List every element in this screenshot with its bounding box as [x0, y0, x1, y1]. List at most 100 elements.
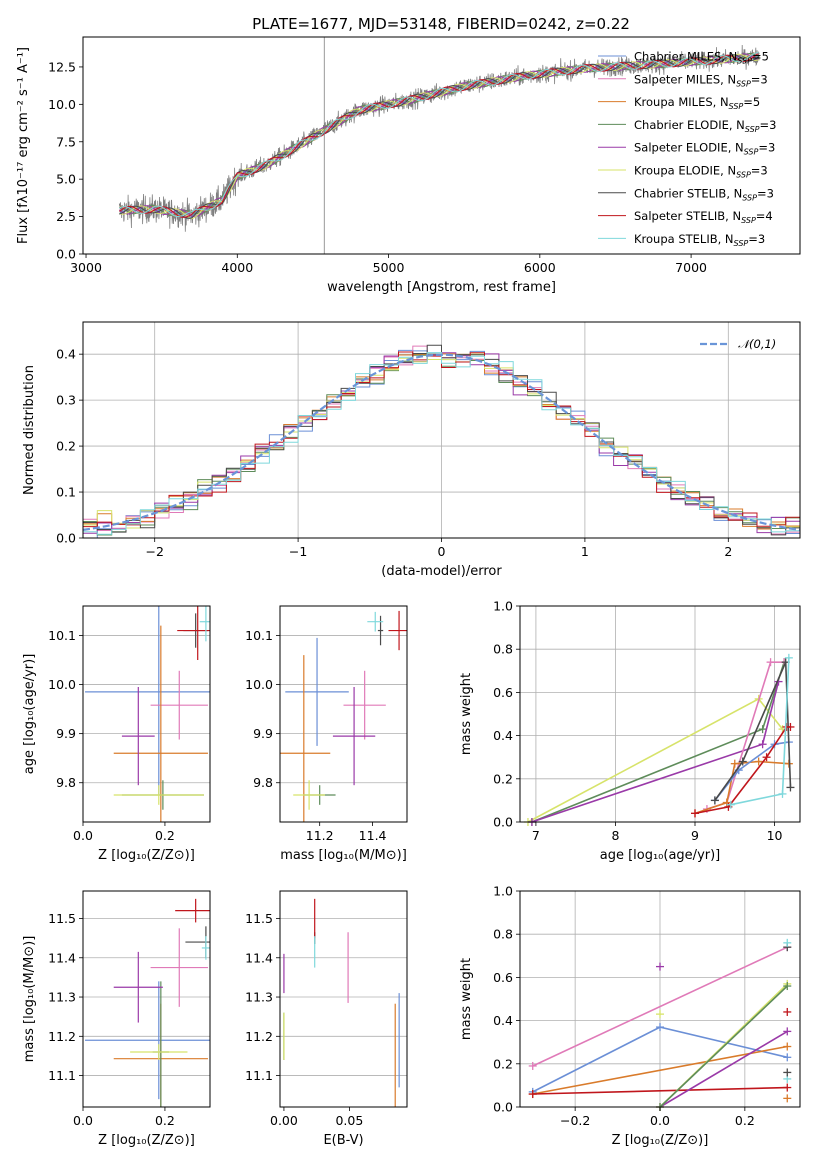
series-line: [714, 661, 792, 801]
x-axis-label: Z [log₁₀(Z/Z⊙)]: [98, 848, 195, 863]
y-tick-label: 11.2: [48, 1029, 76, 1044]
y-tick-label: 10.0: [48, 677, 76, 692]
series-line: [659, 1030, 788, 1108]
x-axis-label: wavelength [Angstrom, rest frame]: [327, 280, 556, 295]
y-tick-label: 10.1: [245, 628, 273, 643]
y-tick-label: 10.0: [48, 97, 76, 112]
y-tick-label: 0.2: [493, 771, 513, 786]
y-axis-label: Flux [fλ10⁻¹⁷ erg cm⁻² s⁻¹ A⁻¹]: [16, 47, 31, 244]
x-axis-label: age [log₁₀(age/yr)]: [600, 848, 721, 863]
x-tick-label: 4000: [221, 260, 253, 275]
age-vs-metallicity-panel: 0.0 0.2 9.8 9.9 10.0 10.1 Z [log₁₀(Z/Z⊙)] age […: [22, 605, 211, 863]
legend: 𝒩(0,1): [700, 337, 776, 351]
x-tick-label: 11.2: [306, 828, 334, 843]
y-tick-label: 0.6: [493, 685, 513, 700]
error-bars: [283, 898, 400, 1107]
y-axis-label: mass weight: [459, 958, 474, 1040]
y-tick-label: 0.0: [493, 815, 513, 830]
model-spectrum-line: [119, 52, 760, 218]
x-tick-label: 0.00: [270, 1113, 298, 1128]
x-tick-label: 0.0: [650, 1113, 670, 1128]
y-tick-label: 11.3: [48, 990, 76, 1005]
x-tick-label: 0.05: [335, 1113, 363, 1128]
series-line: [532, 1086, 788, 1095]
x-tick-label: 6000: [524, 260, 556, 275]
y-tick-label: 10.1: [48, 628, 76, 643]
x-tick-label: 5000: [373, 260, 405, 275]
x-tick-label: 0.0: [73, 828, 93, 843]
mass-vs-ebv-panel: 0.00 0.05 11.1 11.2 11.3 11.4 11.5 E(B-V): [245, 890, 408, 1148]
y-tick-label: 1.0: [493, 599, 513, 614]
legend-label: Kroupa ELODIE, NSSP=3: [634, 164, 768, 180]
y-tick-label: 0.2: [56, 439, 76, 454]
x-tick-label: 11.4: [359, 828, 387, 843]
x-tick-label: 0.0: [73, 1113, 93, 1128]
y-tick-label: 0.3: [56, 393, 76, 408]
y-tick-label: 0.0: [56, 247, 76, 262]
x-axis-label: mass [log₁₀(M/M⊙)]: [280, 848, 407, 863]
grid-lines: [83, 635, 210, 784]
x-tick-label: 9: [691, 828, 699, 843]
age-vs-mass-panel: 11.2 11.4 9.8 9.9 10.0 10.1 mass [log₁₀(M/M⊙)]: [245, 605, 408, 863]
y-tick-label: 0.4: [56, 347, 76, 362]
legend-label: Chabrier ELODIE, NSSP=3: [634, 118, 776, 134]
plot-frame: [279, 890, 408, 1108]
y-tick-label: 5.0: [56, 172, 76, 187]
grid-lines: [280, 635, 407, 784]
y-tick-label: 1.0: [493, 884, 513, 899]
error-bars: [85, 898, 210, 1107]
x-axis-label: Z [log₁₀(Z/Z⊙)]: [612, 1133, 709, 1148]
plot-frame: [82, 36, 801, 255]
weight-vs-age-panel: 7 8 9 10 0.0 0.2 0.4 0.6 0.8 1.0 age [log₁₀(age/yr…: [459, 599, 801, 863]
spectrum-panel: 3000 4000 5000 6000 7000 0.0 2.5 5.0 7.5 10.0 12.5…: [16, 36, 801, 295]
series-line: [659, 985, 788, 1108]
x-tick-label: −2: [145, 544, 163, 559]
weight-vs-metallicity-panel: −0.2 0.0 0.2 0.0 0.2 0.4 0.6 0.8 1.0 Z [log₁₀(Z/Z…: [459, 884, 801, 1148]
y-tick-label: 10.0: [245, 677, 273, 692]
legend-label: Salpeter ELODIE, NSSP=3: [634, 141, 775, 157]
legend-label: Salpeter MILES, NSSP=3: [634, 72, 768, 88]
series-line: [532, 946, 788, 1067]
histograms: [83, 344, 800, 538]
y-axis-label: mass weight: [459, 673, 474, 755]
legend-label: Kroupa STELIB, NSSP=3: [634, 232, 765, 248]
x-axis-label: Z [log₁₀(Z/Z⊙)]: [98, 1133, 195, 1148]
x-tick-label: 0.2: [155, 828, 175, 843]
x-axis-label: (data-model)/error: [381, 564, 502, 579]
x-tick-label: 7: [532, 828, 540, 843]
model-spectrum-line: [119, 52, 760, 218]
y-tick-label: 11.2: [245, 1029, 273, 1044]
x-tick-label: 0: [438, 544, 446, 559]
legend-label: 𝒩(0,1): [738, 337, 776, 351]
y-axis-label: Normed distribution: [22, 365, 37, 495]
y-tick-label: 0.0: [56, 531, 76, 546]
y-tick-label: 11.1: [48, 1068, 76, 1083]
legend-label: Chabrier STELIB, NSSP=3: [634, 186, 774, 202]
y-axis-label: age [log₁₀(age/yr)]: [22, 654, 37, 775]
y-tick-label: 9.9: [253, 726, 273, 741]
histogram-step: [83, 352, 800, 535]
x-tick-label: −1: [289, 544, 307, 559]
x-axis-label: E(B-V): [323, 1133, 363, 1148]
y-tick-label: 11.3: [245, 990, 273, 1005]
y-tick-label: 0.8: [493, 927, 513, 942]
grid-lines: [83, 918, 210, 1076]
y-tick-label: 0.4: [493, 1013, 513, 1028]
grid-lines: [280, 918, 407, 1076]
y-tick-label: 0.2: [493, 1056, 513, 1071]
y-tick-label: 2.5: [56, 209, 76, 224]
figure-title: PLATE=1677, MJD=53148, FIBERID=0242, z=0…: [252, 15, 630, 33]
x-tick-label: 7000: [675, 260, 707, 275]
y-tick-label: 11.4: [245, 950, 273, 965]
y-tick-label: 0.1: [56, 485, 76, 500]
x-tick-label: 10: [767, 828, 783, 843]
y-tick-label: 9.9: [56, 726, 76, 741]
y-tick-label: 7.5: [56, 134, 76, 149]
series: [528, 938, 792, 1111]
y-tick-label: 0.0: [493, 1100, 513, 1115]
plot-frame: [82, 605, 211, 823]
y-tick-label: 11.4: [48, 950, 76, 965]
y-tick-label: 9.8: [56, 775, 76, 790]
y-tick-label: 11.1: [245, 1068, 273, 1083]
